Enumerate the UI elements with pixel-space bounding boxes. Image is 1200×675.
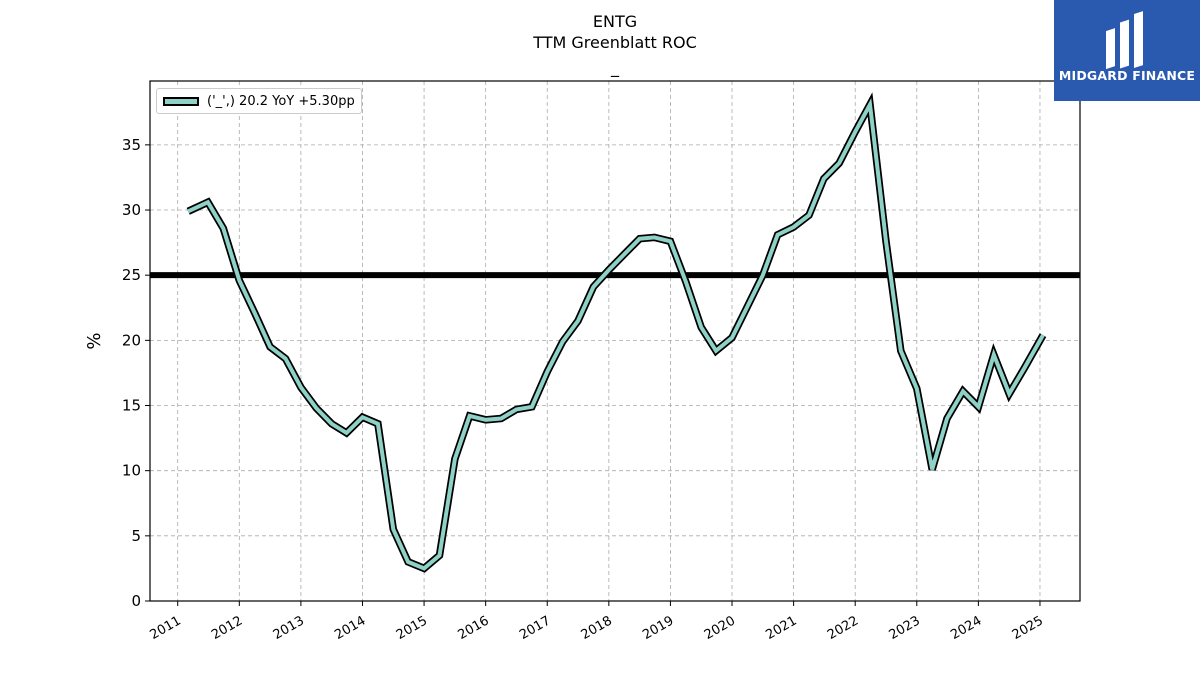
x-tick-label: 2011	[148, 613, 184, 643]
brand-logo: MIDGARD FINANCE	[1054, 0, 1200, 101]
series-group	[186, 92, 1047, 573]
y-tick-label: 15	[122, 397, 141, 415]
x-tick-label: 2025	[1010, 613, 1046, 643]
chart-title-metric: TTM Greenblatt ROC	[533, 33, 697, 52]
x-tick-label: 2015	[394, 613, 430, 643]
x-tick-label: 2013	[271, 613, 307, 643]
x-axis: 2011 2012 2013 2014 2015 2016 2017 2018 2019 2020…	[148, 601, 1046, 643]
y-tick-label: 25	[122, 266, 141, 284]
y-axis-label: %	[84, 332, 105, 349]
legend-label: ('_',) 20.2 YoY +5.30pp	[207, 93, 355, 109]
brand-logo-text: MIDGARD FINANCE	[1058, 68, 1196, 83]
x-tick-label: 2014	[332, 613, 368, 643]
y-tick-label: 30	[122, 201, 141, 219]
midgard-logo-icon	[1106, 11, 1143, 70]
legend-swatch	[163, 96, 199, 106]
x-tick-label: 2022	[825, 613, 861, 643]
y-tick-label: 0	[131, 592, 141, 610]
y-tick-label: 5	[131, 527, 141, 545]
plot-frame	[149, 80, 1081, 602]
y-tick-label: 10	[122, 462, 141, 480]
y-axis: 0 5 10 15 20 25 30 35	[122, 136, 150, 610]
grid-lines	[150, 81, 1080, 602]
chart-title-ticker: ENTG	[592, 12, 638, 31]
plot-area	[150, 81, 1080, 601]
x-tick-label: 2019	[640, 613, 676, 643]
x-tick-label: 2024	[948, 613, 984, 643]
series-line	[187, 97, 1045, 571]
x-tick-label: 2016	[456, 613, 492, 643]
x-tick-label: 2020	[702, 613, 738, 643]
x-tick-label: 2018	[579, 613, 615, 643]
chart-subtitle: _	[611, 58, 619, 77]
x-tick-label: 2023	[887, 613, 923, 643]
legend: ('_',) 20.2 YoY +5.30pp	[156, 88, 362, 114]
y-tick-label: 20	[122, 331, 141, 349]
y-tick-label: 35	[122, 136, 141, 154]
x-tick-label: 2017	[517, 613, 553, 643]
x-tick-label: 2012	[209, 613, 245, 643]
x-tick-label: 2021	[763, 613, 799, 643]
